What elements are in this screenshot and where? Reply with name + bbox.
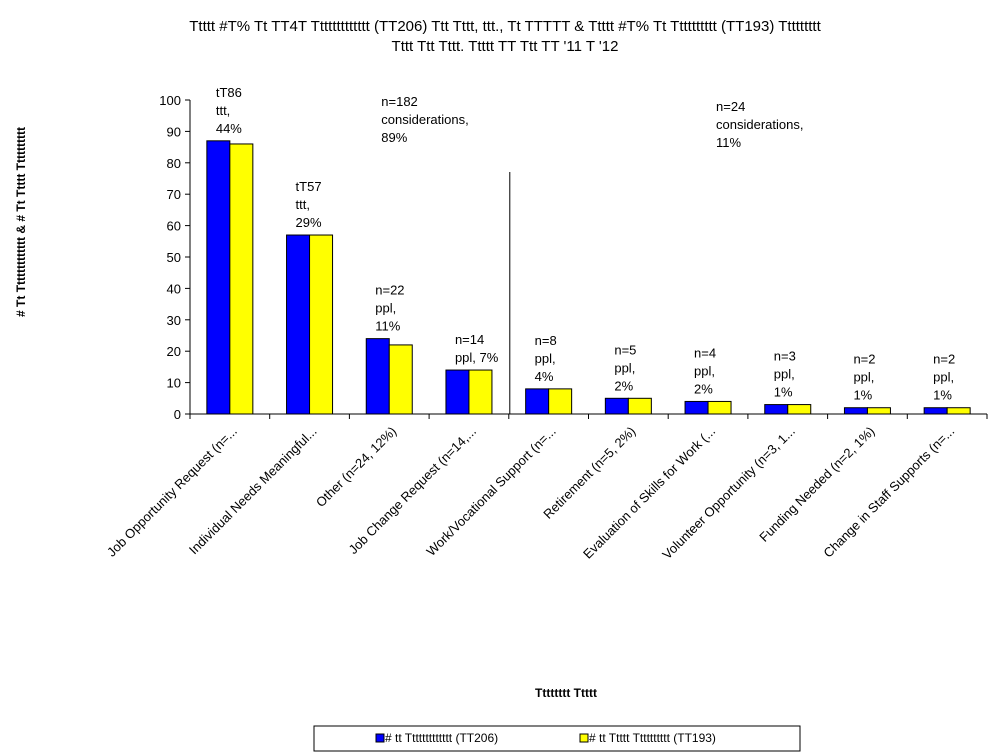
legend: # tt Ttttttttttttt (TT206) # tt Ttttt Tt… [313,725,801,752]
bar-series-1 [365,338,390,415]
bar-annotation-line: n=3 [774,349,796,364]
bar-series-2 [707,400,732,415]
bar-annotation-line: n=2 [853,352,875,367]
y-tick-label: 60 [167,219,181,234]
bar-annotation-line: ppl, [694,363,715,378]
bar-annotation-line: n=8 [535,333,557,348]
group-annotation-line: n=182 [381,94,418,109]
bar-series-2 [866,407,891,415]
bar-annotation-line: 29% [296,215,322,230]
bar-annotation-line: ppl, [933,370,954,385]
bar-annotation-line: 1% [774,385,793,400]
bar-series-1 [525,388,550,415]
bar-annotation-line: 1% [853,388,872,403]
bar-annotation-line: tT86 [216,85,242,100]
group-annotation-line: considerations, [381,112,468,127]
bar-annotation-line: ppl, [774,367,795,382]
bar-annotation-line: n=14 [455,332,484,347]
chart-title: Ttttt #T% Tt TT4T Ttttttttttttt (TT206) … [189,18,821,55]
x-tick-label: Work/Vocational Support (n=... [423,424,558,559]
y-tick-label: 10 [167,376,181,391]
y-tick-label: 50 [167,250,181,265]
bar-series-1 [923,407,948,415]
y-tick-label: 40 [167,281,181,296]
bar-annotation-line: ttt, [296,197,310,212]
x-axis-title: Tttttttt Ttttt [535,686,597,700]
bar-annotations: tT86 ttt, 44% tT57 ttt, 29% n=22 ppl, 11% n=14 ppl… [216,85,955,403]
bar-annotation-line: 4% [535,369,554,384]
bar-annotation-line: n=4 [694,345,716,360]
bar-annotation-line: n=22 [375,283,404,298]
legend-swatch-series-2 [579,733,589,743]
bar-annotation-line: 2% [694,381,713,396]
bar-series-1 [684,400,709,415]
legend-label-series-2: # tt Ttttt Tttttttttt (TT193) [589,731,716,745]
bar-annotation-line: ppl, [535,351,556,366]
bar-annotation-line: ppl, [614,360,635,375]
bar-series-2 [229,143,254,415]
group-annotations: n=182 considerations, 89% n=24 consideration… [381,94,803,150]
bar-annotation-line: 1% [933,388,952,403]
group-annotation-line: 89% [381,130,407,145]
y-tick-label: 0 [174,407,181,422]
group-annotation-line: n=24 [716,99,745,114]
y-tick-label: 80 [167,156,181,171]
bar-series-2 [468,369,493,415]
bar-series-2 [946,407,971,415]
bar-annotation-line: 44% [216,121,242,136]
bar-series-2 [309,234,334,415]
bar-annotation-line: n=2 [933,352,955,367]
bar-series-1 [445,369,470,415]
x-tick-label: Job Change Request (n=14,... [346,424,480,558]
bar-annotation-line: ppl, [853,370,874,385]
x-tick-label: Evaluation of Skills for Work (... [580,424,718,562]
bar-annotation-line: tT57 [296,179,322,194]
x-tick-label: Change in Staff Supports (n=... [820,424,957,561]
bar-series-1 [206,140,231,415]
group-annotation-line: considerations, [716,117,803,132]
y-tick-label: 90 [167,124,181,139]
chart-title-line-2: Tttt Ttt Tttt. Ttttt TT Ttt TT '11 T '12 [392,38,619,55]
bar-series-1 [286,234,311,415]
x-tick-label: Volunteer Opportunity (n=3, 1... [659,424,798,563]
group-annotation-line: 11% [716,135,741,150]
legend-label-series-1: # tt Ttttttttttttt (TT206) [385,731,498,745]
x-tick-label: Job Opportunity Request (n=... [104,424,240,560]
bar-series-2 [627,397,652,415]
chart-title-line-1: Ttttt #T% Tt TT4T Ttttttttttttt (TT206) … [189,18,821,35]
y-tick-label: 20 [167,344,181,359]
x-axis: Job Opportunity Request (n=...Individual… [104,413,988,563]
bar-annotation-line: 2% [614,378,633,393]
bar-annotation-line: n=5 [614,342,636,357]
bar-series-2 [787,404,812,415]
legend-swatch-series-1 [375,733,385,743]
bars [206,140,971,415]
bar-series-1 [764,404,789,415]
y-tick-label: 30 [167,313,181,328]
legend-box [313,725,801,752]
x-tick-label: Other (n=24, 12%) [313,424,399,510]
bar-series-1 [843,407,868,415]
bar-annotation-line: ppl, 7% [455,350,499,365]
y-axis-title: # Tt Ttttttttttttt & # Tt Ttttt Tttttttt… [14,127,28,317]
y-tick-label: 70 [167,187,181,202]
y-axis: 0 10 20 30 40 50 60 70 80 90 100 [159,93,191,422]
bar-series-2 [548,388,573,415]
bar-annotation-line: ppl, [375,301,396,316]
bar-annotation-line: ttt, [216,103,230,118]
y-tick-label: 100 [159,93,181,108]
x-tick-label: Individual Needs Meaningful... [186,424,320,558]
bar-series-2 [388,344,413,415]
bar-series-1 [604,397,629,415]
bar-annotation-line: 11% [375,319,400,334]
